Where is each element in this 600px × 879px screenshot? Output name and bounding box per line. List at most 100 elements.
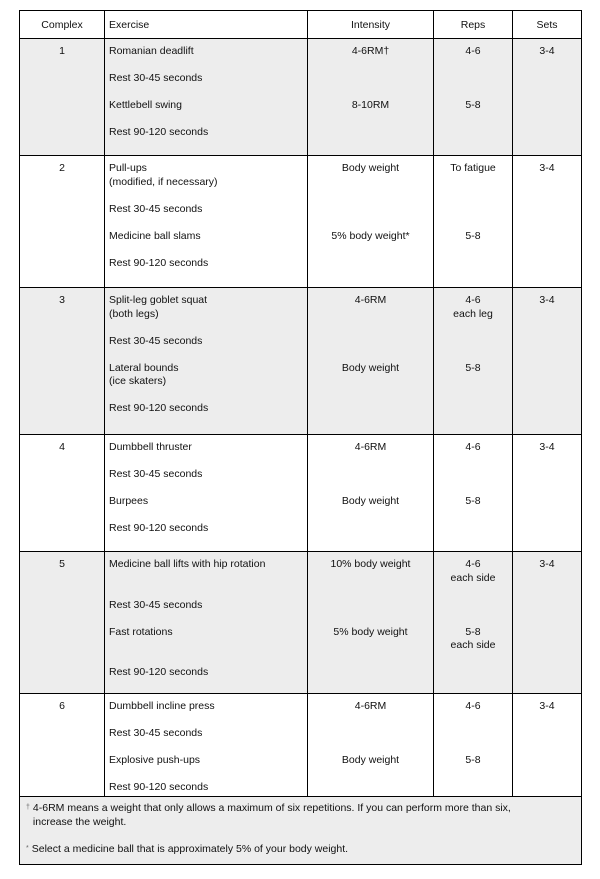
exercise-text: Lateral bounds [109,361,179,374]
complex-number: 3 [59,294,65,306]
exercise-item: Rest 30-45 seconds [109,203,307,217]
sets-cell: 3-4 [512,551,582,694]
intensity-text: 5% body weight* [331,229,410,242]
reps-item: 5-8 each side [434,626,512,653]
reps-cell: 4-6 5-8 [433,38,513,156]
reps-item: 4-6 [434,700,512,714]
intensity-cell: Body weight 5% body weight* [307,155,434,288]
footnote-text: 4-6RM means a weight that only allows a … [32,802,511,828]
reps-item: 5-8 [434,754,512,768]
footnote-1: † 4-6RM means a weight that only allows a… [26,801,553,829]
reps-item [434,257,512,271]
exercise-text: Rest 30-45 seconds [109,202,203,215]
exercise-text: Rest 90-120 seconds [109,781,209,793]
reps-item: 4-6 [434,45,512,59]
reps-item [434,522,512,536]
exercise-text: Pull-ups [109,162,147,174]
header-exercise: Exercise [104,10,308,39]
intensity-item: 10% body weight [308,558,433,585]
intensity-cell: 4-6RM Body weight [307,693,434,810]
exercise-text: Dumbbell thruster [109,441,192,453]
intensity-item [308,522,433,536]
complex-number: 2 [59,162,65,174]
exercise-item: Rest 90-120 seconds [109,781,307,795]
exercise-item: Dumbbell incline press [109,700,307,714]
reps-cell: 4-6 each leg 5-8 [433,287,513,435]
complex-cell: 3 [19,287,105,435]
intensity-item [308,72,433,86]
exercise-item: Split-leg goblet squat (both legs) [109,294,307,321]
exercise-text: Rest 90-120 seconds [109,666,209,678]
header-reps: Reps [433,10,513,39]
sets-cell: 3-4 [512,155,582,288]
footnote-text: Select a medicine ball that is approxima… [31,843,349,855]
reps-text: 5-8 [465,625,481,638]
reps-text: 5-8 [465,229,481,242]
exercise-cell: Pull-ups (modified, if necessary) Rest 30-… [104,155,308,288]
complex-number: 5 [59,558,65,570]
exercise-item: Rest 90-120 seconds [109,126,307,140]
table-row: 2 Pull-ups (modified, if necessary) Rest 30… [19,155,582,288]
intensity-text: 10% body weight [330,558,411,570]
reps-item: 5-8 [434,99,512,113]
complex-cell: 1 [19,38,105,156]
exercise-item: Rest 30-45 seconds [109,468,307,482]
complex-number: 4 [59,441,65,453]
intensity-text: 8-10RM [351,99,390,111]
exercise-text: (ice skaters) [109,375,167,387]
intensity-item: Body weight [308,495,433,509]
reps-item: 4-6 each side [434,558,512,585]
exercise-cell: Dumbbell incline press Rest 30-45 seconds… [104,693,308,810]
table-row: 1 Romanian deadlift Rest 30-45 seconds Kett… [19,38,582,156]
reps-item: 5-8 [434,362,512,389]
reps-text: 4-6 [465,441,481,453]
intensity-item [308,257,433,271]
reps-cell: 4-6 each side 5-8 each side [433,551,513,694]
intensity-item [308,727,433,741]
exercise-item: Rest 90-120 seconds [109,522,307,536]
complex-cell: 4 [19,434,105,552]
intensity-cell: 10% body weight 5% body weight [307,551,434,694]
exercise-item: Rest 90-120 seconds [109,402,307,416]
exercise-item: Rest 30-45 seconds [109,72,307,86]
exercise-item: Rest 30-45 seconds [109,335,307,349]
intensity-cell: 4-6RM Body weight [307,287,434,435]
footnote-mark: * [26,845,29,852]
reps-item [434,599,512,613]
exercise-cell: Romanian deadlift Rest 30-45 seconds Kettl… [104,38,308,156]
exercise-text: Dumbbell incline press [109,700,215,712]
reps-item: 5-8 [434,230,512,244]
exercise-item: Burpees [109,495,307,509]
exercise-item: Rest 30-45 seconds [109,727,307,741]
sets-value: 3-4 [539,558,555,570]
intensity-text: Body weight [341,361,400,374]
exercise-text: Fast rotations [109,625,173,638]
exercise-item: Medicine ball slams [109,230,307,244]
intensity-text: Body weight [341,162,400,174]
reps-item [434,402,512,416]
exercise-text: Split-leg goblet squat [109,294,208,306]
intensity-text: 5% body weight [333,625,408,638]
exercise-cell: Dumbbell thruster Rest 30-45 seconds Burpe… [104,434,308,552]
reps-text: 4-6 [465,700,481,712]
intensity-text: 4-6RM [354,700,387,712]
exercise-text: Rest 90-120 seconds [109,522,209,534]
intensity-item [308,402,433,416]
reps-text: 4-6 [465,558,481,570]
header-intensity: Intensity [307,10,434,39]
reps-item [434,781,512,795]
reps-text: 4-6 [465,294,481,306]
exercise-item: Rest 30-45 seconds [109,599,307,613]
exercise-cell: Split-leg goblet squat (both legs) Rest 30… [104,287,308,435]
exercise-text: Rest 90-120 seconds [109,402,209,414]
exercise-item: Romanian deadlift [109,45,307,59]
intensity-text: 4-6RM [354,441,387,453]
reps-item: 5-8 [434,495,512,509]
intensity-item: 4-6RM† [308,45,433,59]
reps-text: 5-8 [465,495,481,507]
reps-item: To fatigue [434,162,512,189]
intensity-item: 5% body weight [308,626,433,653]
footnote-2: * Select a medicine ball that is approxim… [26,842,552,859]
sets-cell: 3-4 [512,434,582,552]
intensity-cell: 4-6RM Body weight [307,434,434,552]
